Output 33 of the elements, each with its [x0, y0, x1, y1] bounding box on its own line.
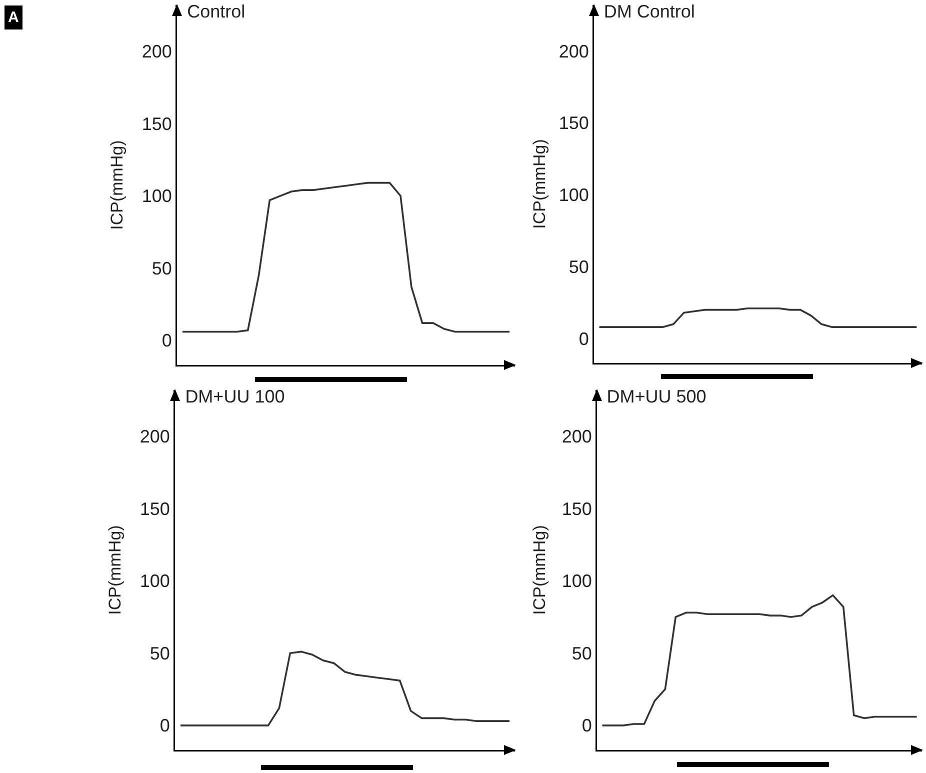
y-tick-label: 150 [142, 114, 172, 134]
chart-title: DM+UU 500 [606, 386, 706, 407]
y-tick-label: 0 [582, 716, 592, 736]
text: A [8, 9, 19, 26]
y-tick-label: 100 [140, 571, 170, 592]
y-tick-label: 100 [142, 186, 172, 206]
y-tick-label: 50 [572, 643, 592, 664]
line-series [601, 594, 918, 726]
chart-title: Control [187, 2, 246, 22]
line-series [180, 650, 510, 726]
y-tick-label: 50 [568, 256, 589, 277]
y-tick-label: 200 [142, 42, 172, 62]
y-tick-label: 0 [578, 328, 589, 349]
y-axis-title: ICP(mmHg) [530, 139, 549, 229]
y-tick-label: 200 [558, 41, 589, 62]
chart-title: DM Control [604, 2, 695, 22]
y-tick-label: 0 [160, 716, 170, 736]
y-tick-label: 150 [558, 113, 589, 134]
y-tick-label: 200 [140, 426, 170, 447]
y-tick-label: 200 [562, 426, 592, 447]
line-series [182, 182, 510, 333]
line-series [598, 307, 918, 328]
y-tick-label: 100 [562, 571, 592, 592]
y-axis-title: ICP(mmHg) [106, 525, 125, 615]
y-tick-label: 100 [558, 185, 589, 206]
y-tick-label: 0 [162, 330, 172, 351]
y-tick-label: 50 [152, 258, 172, 278]
y-tick-label: 150 [562, 498, 592, 519]
y-tick-label: 150 [140, 498, 170, 519]
y-axis-title: ICP(mmHg) [530, 525, 549, 615]
y-tick-label: 50 [150, 643, 170, 664]
y-axis-title: ICP(mmHg) [108, 140, 127, 230]
chart-title: DM+UU 100 [185, 386, 285, 407]
